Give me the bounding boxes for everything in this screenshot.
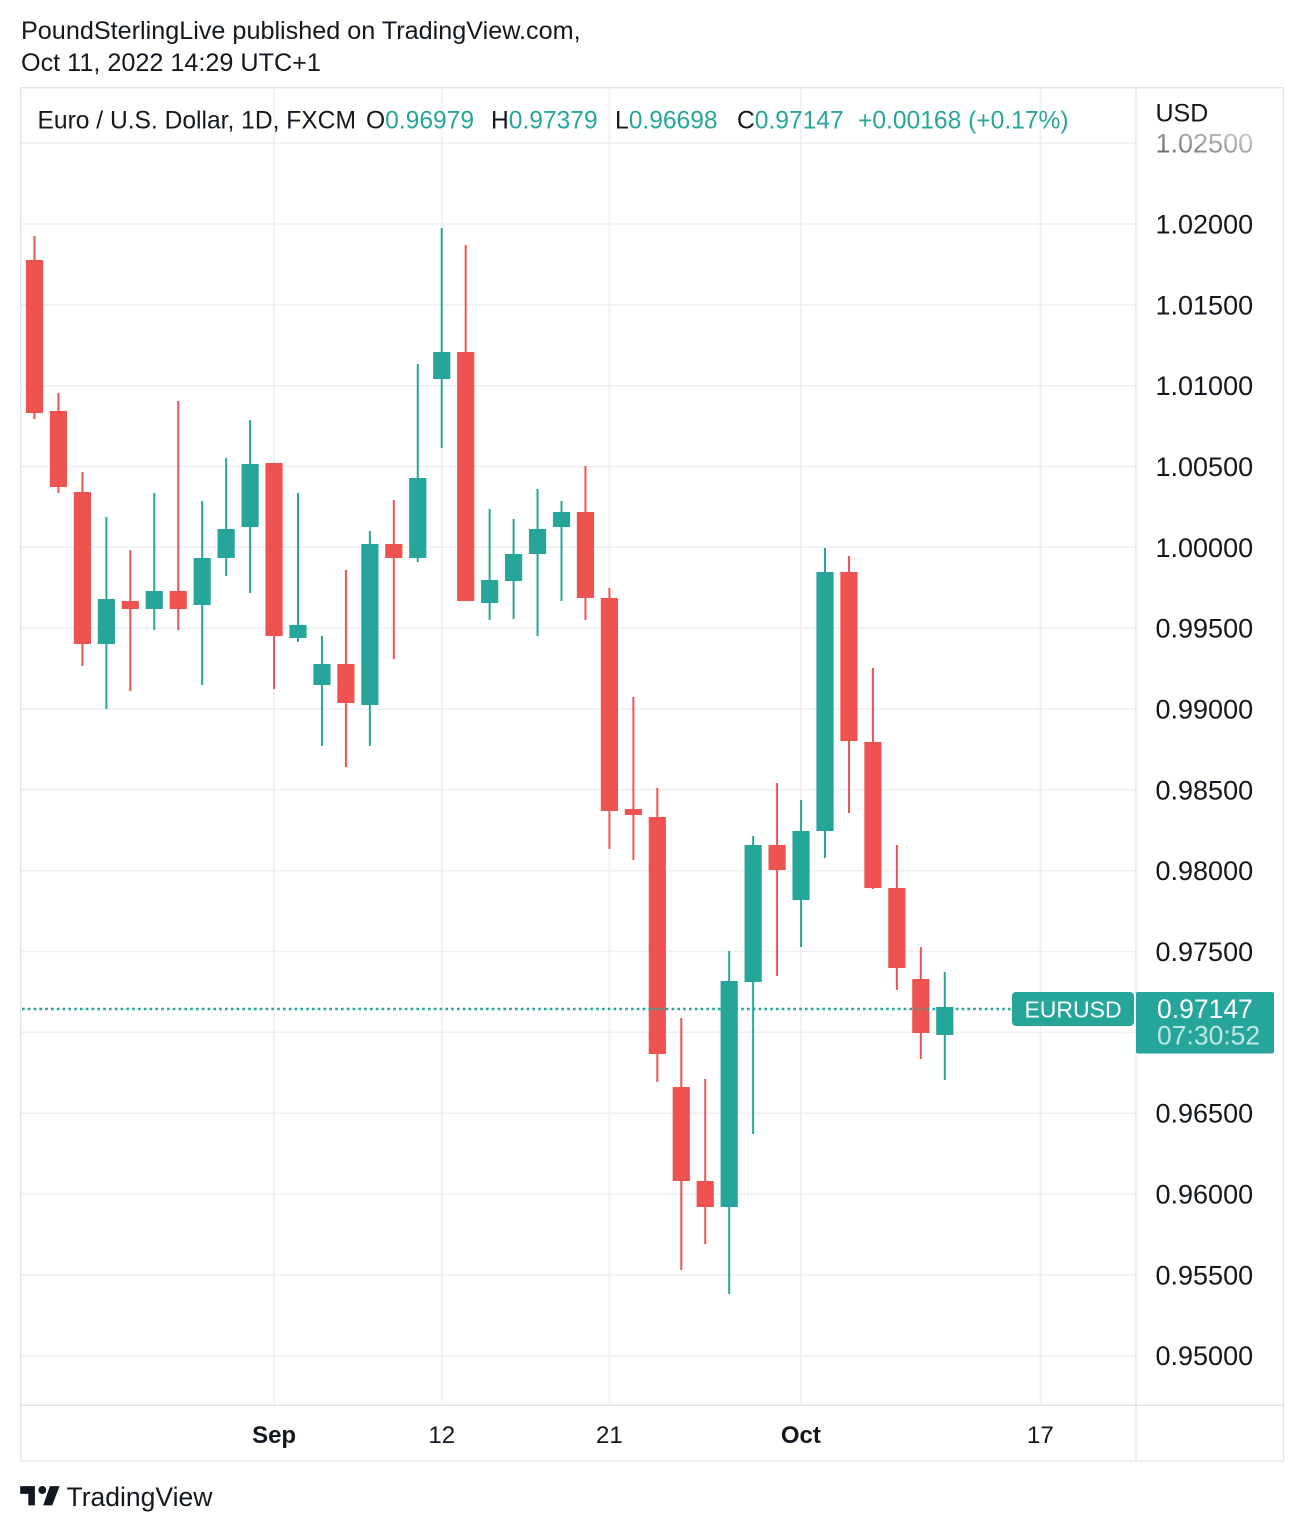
svg-text:L0.96698: L0.96698	[615, 108, 718, 135]
svg-text:TradingView: TradingView	[67, 1482, 214, 1512]
svg-text:1.02500: 1.02500	[1156, 129, 1254, 159]
svg-text:0.98000: 0.98000	[1156, 856, 1254, 886]
svg-text:H0.97379: H0.97379	[491, 108, 598, 135]
svg-text:17: 17	[1027, 1422, 1054, 1449]
svg-text:1.02000: 1.02000	[1156, 210, 1254, 240]
svg-text:21: 21	[596, 1422, 623, 1449]
svg-text:PoundSterlingLive published on: PoundSterlingLive published on TradingVi…	[21, 17, 581, 45]
svg-text:1.00500: 1.00500	[1156, 452, 1254, 482]
svg-text:0.99500: 0.99500	[1156, 614, 1254, 644]
svg-text:Oct 11, 2022 14:29 UTC+1: Oct 11, 2022 14:29 UTC+1	[21, 49, 321, 77]
svg-text:USD: USD	[1156, 100, 1209, 128]
svg-text:Sep: Sep	[252, 1422, 296, 1449]
svg-text:0.95500: 0.95500	[1156, 1260, 1254, 1290]
svg-text:0.96000: 0.96000	[1156, 1180, 1254, 1210]
svg-text:0.98500: 0.98500	[1156, 775, 1254, 805]
svg-text:Euro / U.S. Dollar, 1D, FXCM: Euro / U.S. Dollar, 1D, FXCM	[38, 108, 356, 135]
svg-text:07:30:52: 07:30:52	[1157, 1021, 1260, 1051]
svg-text:0.96500: 0.96500	[1156, 1099, 1254, 1129]
svg-text:0.95000: 0.95000	[1156, 1341, 1254, 1371]
svg-text:Oct: Oct	[781, 1422, 821, 1449]
svg-text:12: 12	[428, 1422, 455, 1449]
svg-text:1.01000: 1.01000	[1156, 371, 1254, 401]
svg-text:0.97147: 0.97147	[1157, 994, 1253, 1024]
svg-text:C0.97147: C0.97147	[737, 108, 844, 135]
svg-text:EURUSD: EURUSD	[1024, 997, 1121, 1023]
svg-text:O0.96979: O0.96979	[366, 108, 474, 135]
svg-text:1.00000: 1.00000	[1156, 533, 1254, 563]
svg-text:+0.00168 (+0.17%): +0.00168 (+0.17%)	[858, 108, 1069, 135]
svg-text:1.01500: 1.01500	[1156, 290, 1254, 320]
svg-text:0.97500: 0.97500	[1156, 937, 1254, 967]
svg-text:0.99000: 0.99000	[1156, 695, 1254, 725]
